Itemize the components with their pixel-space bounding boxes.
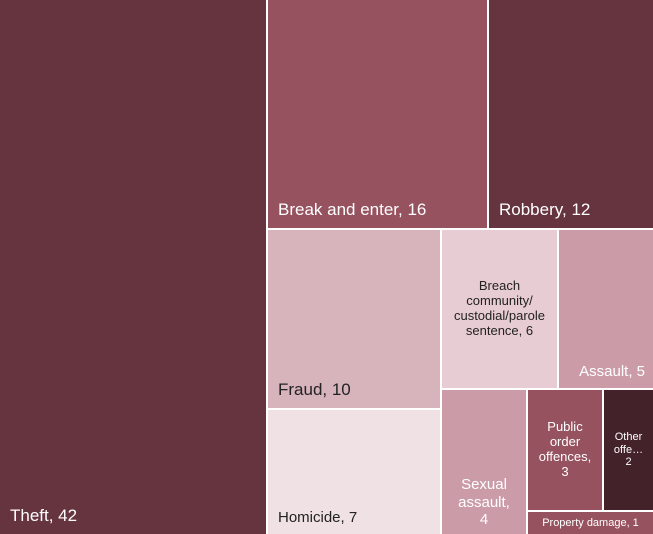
treemap-tile-assault: Assault, 5	[559, 230, 653, 388]
treemap-tile-fraud: Fraud, 10	[268, 230, 440, 408]
treemap-label-breach-community-custodial-parole-sentence: Breach community/custodial/parole sentence…	[453, 278, 546, 338]
treemap-label-theft: Theft, 42	[10, 506, 78, 526]
treemap-label-robbery: Robbery, 12	[499, 200, 591, 220]
treemap-tile-sexual-assault: Sexual assault, 4	[442, 390, 526, 534]
treemap-tile-public-order-offences: Public order offences, 3	[528, 390, 602, 510]
treemap-tile-other-offe: Other offe… 2	[604, 390, 653, 510]
treemap-label-other-offe: Other offe… 2	[613, 431, 644, 469]
treemap-label-fraud: Fraud, 10	[278, 380, 351, 400]
treemap-tile-robbery: Robbery, 12	[489, 0, 653, 228]
treemap-label-public-order-offences: Public order offences, 3	[538, 419, 592, 479]
treemap-label-homicide: Homicide, 7	[278, 508, 358, 526]
treemap-tile-homicide: Homicide, 7	[268, 410, 440, 534]
treemap-tile-property-damage: Property damage, 1	[528, 512, 653, 534]
treemap-label-sexual-assault: Sexual assault, 4	[458, 476, 510, 528]
treemap-label-break-and-enter: Break and enter, 16	[278, 200, 427, 220]
treemap-label-property-damage: Property damage, 1	[542, 516, 639, 529]
treemap-tile-theft: Theft, 42	[0, 0, 266, 534]
treemap-tile-break-and-enter: Break and enter, 16	[268, 0, 487, 228]
treemap-label-assault: Assault, 5	[579, 362, 645, 380]
treemap-tile-breach-community-custodial-parole-sentence: Breach community/custodial/parole sentence…	[442, 230, 557, 388]
